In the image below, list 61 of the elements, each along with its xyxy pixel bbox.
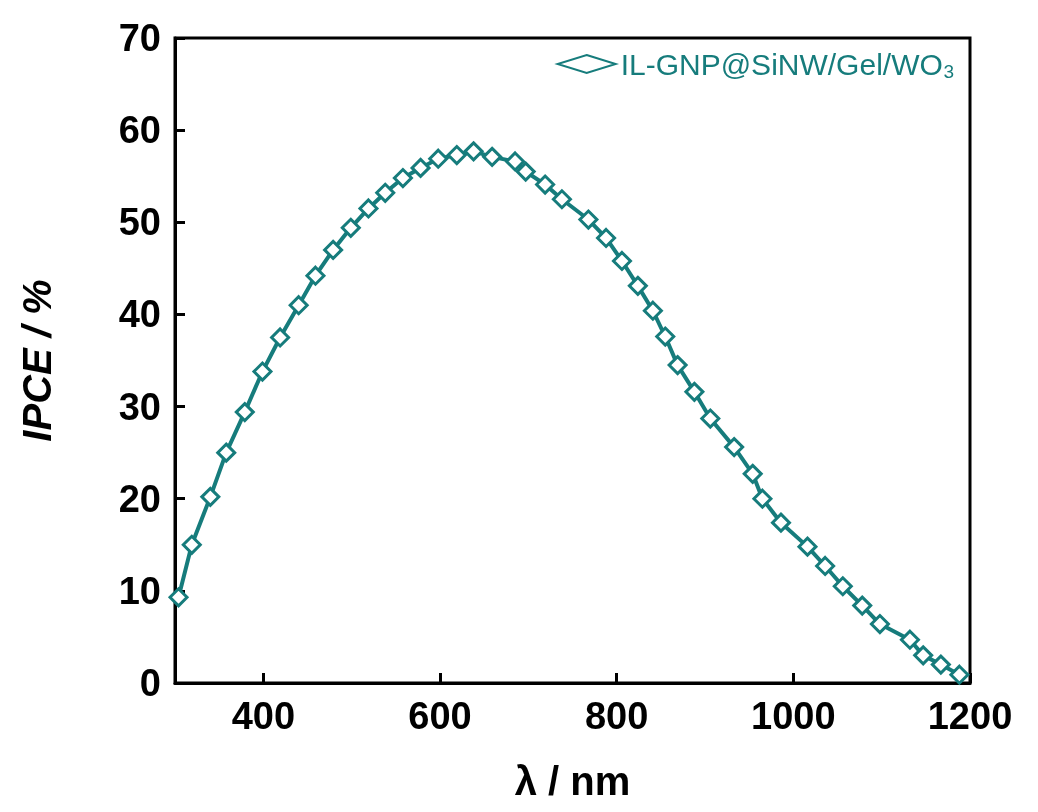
point (913, 645, 934, 666)
point (340, 217, 361, 238)
point (505, 151, 526, 172)
point (930, 654, 951, 675)
y-tick-label: 50 (118, 201, 161, 244)
point (742, 463, 763, 484)
point (482, 146, 503, 167)
point (899, 629, 920, 650)
y-tick-label: 40 (118, 293, 161, 336)
point (611, 250, 632, 271)
point (551, 189, 572, 210)
point (815, 555, 836, 576)
y-tick-label: 10 (118, 569, 161, 612)
point (770, 512, 791, 533)
point (392, 168, 413, 189)
point (288, 295, 309, 316)
point (181, 534, 202, 555)
point (797, 536, 818, 557)
y-tick-label: 30 (118, 385, 161, 428)
point (627, 275, 648, 296)
x-tick-label: 600 (408, 695, 472, 737)
point (375, 182, 396, 203)
point (358, 198, 379, 219)
point (168, 587, 189, 608)
legend-label: IL-GNP@SiNW/Gel/WO₃ (620, 47, 956, 81)
point (200, 486, 221, 507)
point (752, 488, 773, 509)
point (463, 141, 484, 162)
point (869, 614, 890, 635)
y-tick-label: 70 (118, 17, 161, 59)
point (270, 327, 291, 348)
point (700, 408, 721, 429)
point (234, 402, 255, 423)
x-tick-label: 400 (231, 695, 296, 737)
point (515, 161, 536, 182)
point (724, 437, 745, 458)
x-tick-label: 1200 (927, 695, 1013, 737)
x-tick-label: 800 (584, 695, 649, 737)
point (216, 442, 237, 463)
x-axis-title: λ / nm (514, 759, 631, 803)
point (684, 381, 705, 402)
point (535, 174, 556, 195)
point (832, 576, 853, 597)
point (667, 355, 688, 376)
point (578, 209, 599, 230)
y-tick-label: 0 (139, 662, 161, 704)
point (642, 300, 663, 321)
y-axis-title: IPCE / % (15, 279, 59, 442)
point (305, 265, 326, 286)
point (323, 239, 344, 260)
y-tick-label: 20 (118, 477, 161, 520)
point (655, 326, 676, 347)
point (852, 595, 873, 616)
x-tick-label: 1000 (751, 695, 836, 737)
point (428, 148, 449, 169)
y-tick-label: 60 (118, 109, 161, 152)
point (252, 361, 273, 382)
point (446, 145, 467, 166)
point (410, 157, 431, 178)
point (949, 664, 970, 685)
point (596, 227, 617, 248)
